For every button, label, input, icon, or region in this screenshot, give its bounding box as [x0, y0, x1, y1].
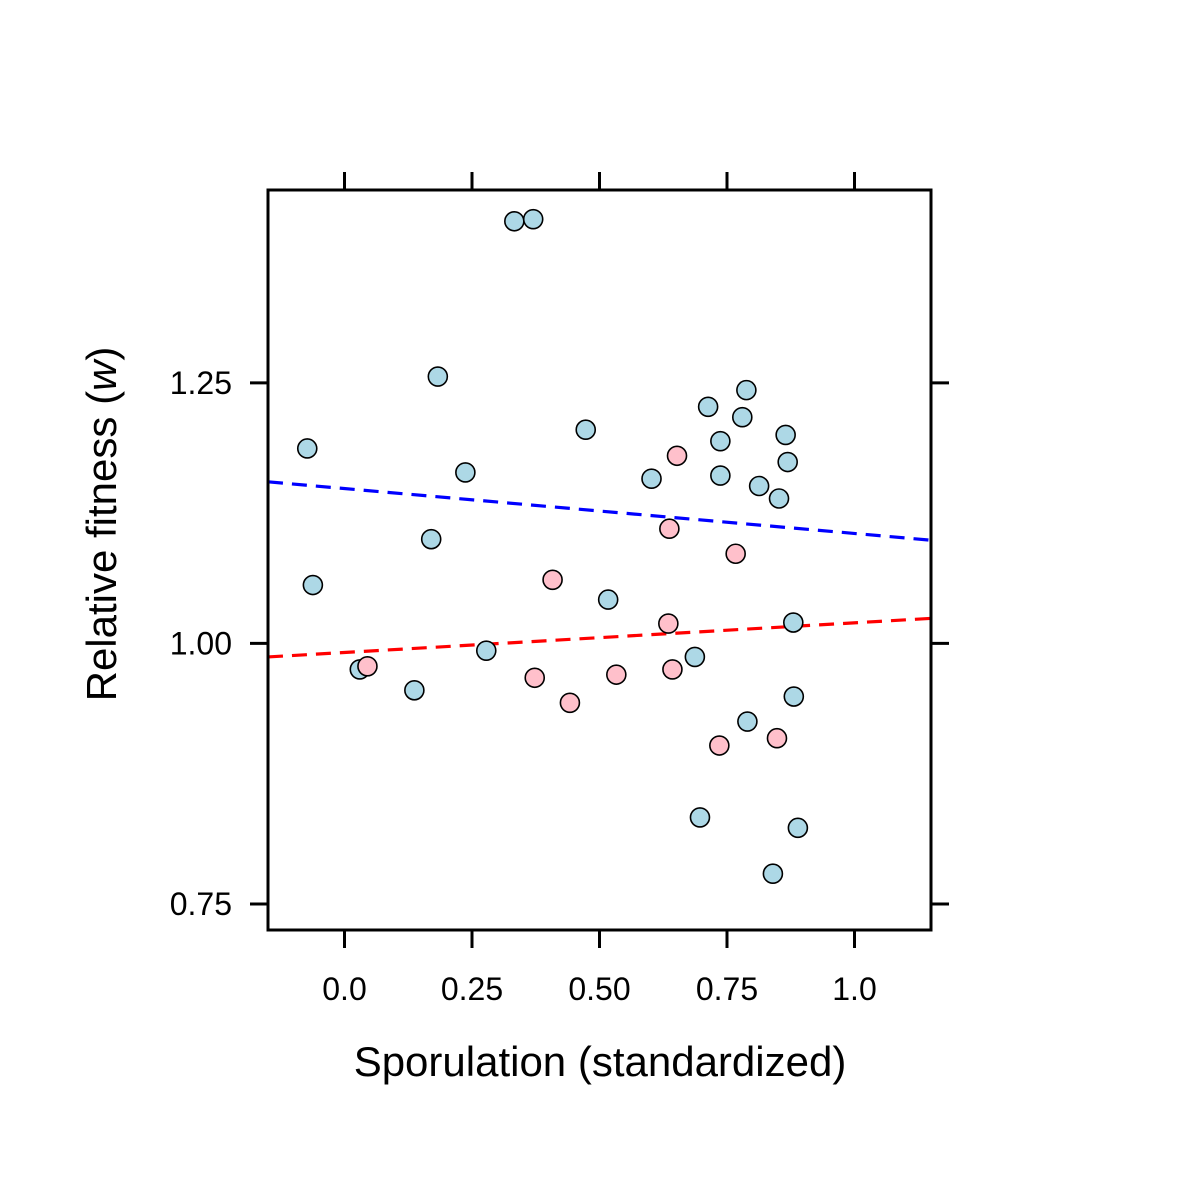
- data-point-s1-9: [504, 210, 525, 232]
- data-point-s1-11: [575, 419, 597, 441]
- data-point-s1-23: [762, 863, 784, 885]
- data-point-s1-15: [689, 807, 711, 828]
- data-point-s1-14: [684, 646, 706, 668]
- data-point-s1-28: [783, 686, 805, 707]
- data-point-s2-3: [542, 569, 563, 591]
- data-point-s2-2: [524, 667, 546, 689]
- data-point-s1-16: [697, 396, 719, 418]
- data-point-s2-9: [666, 445, 688, 467]
- data-points: [296, 208, 809, 885]
- data-point-s2-10: [709, 735, 730, 756]
- data-point-s2-8: [662, 659, 683, 680]
- data-point-s1-19: [731, 406, 753, 428]
- data-point-s2-11: [725, 543, 746, 565]
- data-point-s2-6: [658, 613, 679, 634]
- data-point-s1-13: [641, 468, 662, 490]
- data-point-s1-10: [522, 208, 544, 230]
- data-point-s1-12: [597, 589, 619, 610]
- data-point-s1-25: [775, 424, 796, 446]
- axis-tick-labels: 0.0 0.25 0.50 0.75 1.0 0.75 1.00 1.25: [170, 365, 877, 1007]
- data-point-s2-4: [559, 692, 581, 714]
- y-axis-title-symbol: w: [78, 358, 125, 391]
- data-point-s1-21: [737, 711, 758, 732]
- data-point-s2-1: [357, 656, 378, 677]
- data-point-s1-6: [427, 366, 449, 387]
- data-point-s2-12: [766, 727, 788, 749]
- y-axis-title: Relative fitness (w): [78, 347, 125, 702]
- axis-ticks: [250, 172, 949, 948]
- trend-line-1: [267, 480, 932, 542]
- data-point-s1-24: [768, 488, 790, 509]
- data-point-s1-22: [748, 475, 770, 497]
- x-tick-label-4: 0.75: [696, 971, 758, 1007]
- data-point-s1-4: [404, 679, 425, 701]
- x-tick-label-2: 0.25: [441, 971, 503, 1007]
- y-tick-label-3: 1.25: [170, 365, 232, 401]
- data-point-s1-1: [296, 438, 318, 459]
- data-point-s1-29: [787, 817, 809, 839]
- x-tick-label-5: 1.0: [832, 971, 876, 1007]
- trend-line-2: [267, 616, 932, 659]
- data-point-s1-20: [736, 379, 757, 401]
- x-axis-title: Sporulation (standardized): [354, 1038, 847, 1085]
- data-point-s1-18: [710, 465, 731, 486]
- y-tick-label-2: 1.00: [170, 625, 232, 661]
- data-point-s2-7: [659, 518, 680, 540]
- data-point-s1-7: [455, 462, 476, 483]
- data-point-s1-8: [475, 640, 497, 661]
- data-point-s1-27: [782, 612, 804, 633]
- y-axis-title-prefix: Relative fitness (: [78, 391, 125, 701]
- y-axis-title-suffix: ): [78, 347, 125, 361]
- data-point-s1-5: [420, 528, 442, 550]
- data-point-s1-2: [302, 574, 324, 596]
- x-tick-label-1: 0.0: [322, 971, 366, 1007]
- x-tick-label-3: 0.50: [568, 971, 630, 1007]
- data-point-s1-17: [710, 430, 731, 452]
- data-point-s1-26: [777, 451, 798, 473]
- trend-lines: [267, 480, 932, 659]
- y-tick-label-1: 0.75: [170, 886, 232, 922]
- data-point-s2-5: [606, 664, 627, 685]
